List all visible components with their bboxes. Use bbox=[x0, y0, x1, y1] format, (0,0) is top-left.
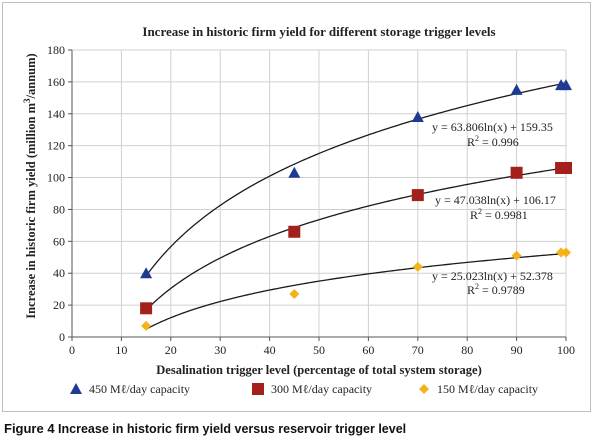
data-points bbox=[140, 79, 572, 331]
r-squared-label: R2 = 0.996 bbox=[467, 134, 519, 149]
legend-label: 150 Mℓ/day capacity bbox=[437, 382, 538, 396]
x-tick-label: 60 bbox=[362, 343, 374, 357]
square-marker bbox=[411, 189, 424, 202]
r-squared-sup: 2 bbox=[478, 207, 482, 216]
triangle-marker bbox=[560, 79, 572, 91]
triangle-marker bbox=[510, 83, 523, 95]
r-squared-label: R2 = 0.9981 bbox=[470, 207, 528, 222]
triangle-marker bbox=[288, 166, 301, 178]
chart: Increase in historic firm yield for diff… bbox=[22, 24, 575, 396]
legend: 450 Mℓ/day capacity 300 Mℓ/day capacity 15… bbox=[70, 382, 538, 396]
y-tick-label: 180 bbox=[47, 43, 65, 57]
diamond-marker bbox=[412, 261, 423, 272]
diamond-marker bbox=[289, 288, 300, 299]
triangle-marker bbox=[411, 110, 424, 122]
x-tick-label: 40 bbox=[264, 343, 276, 357]
caption-text: Increase in historic firm yield versus r… bbox=[54, 422, 407, 436]
x-axis-title: Desalination trigger level (percentage o… bbox=[156, 363, 482, 377]
square-marker bbox=[288, 225, 301, 238]
x-tick-label: 70 bbox=[412, 343, 424, 357]
x-tick-label: 80 bbox=[461, 343, 473, 357]
figure-caption: Figure 4 Increase in historic firm yield… bbox=[4, 421, 406, 436]
square-marker bbox=[510, 166, 523, 179]
y-tick-label: 120 bbox=[47, 139, 65, 153]
x-tick-label: 90 bbox=[511, 343, 523, 357]
trend-equation: y = 25.023ln(x) + 52.378 bbox=[432, 269, 553, 283]
square-marker bbox=[560, 161, 572, 174]
y-axis-title: Increase in historic firm yield (million… bbox=[22, 53, 38, 318]
trend-equation: y = 47.038ln(x) + 106.17 bbox=[435, 193, 556, 207]
r-squared-symbol: R bbox=[467, 283, 475, 297]
diamond-marker bbox=[561, 247, 571, 258]
r-squared-symbol: R bbox=[467, 135, 475, 149]
square-marker bbox=[252, 383, 264, 395]
trendline bbox=[145, 252, 567, 330]
x-tick-label: 10 bbox=[115, 343, 127, 357]
legend-item: 450 Mℓ/day capacity bbox=[70, 382, 190, 396]
triangle-marker bbox=[70, 383, 82, 394]
y-axis-title-main: Increase in historic firm yield (million… bbox=[24, 102, 38, 318]
y-tick-label: 0 bbox=[59, 330, 65, 344]
r-squared-sup: 2 bbox=[475, 134, 479, 143]
y-tick-label: 20 bbox=[53, 298, 65, 312]
diamond-marker bbox=[419, 384, 429, 394]
y-tick-label: 140 bbox=[47, 107, 65, 121]
triangle-marker bbox=[140, 267, 153, 279]
y-axis-title-end: /annum) bbox=[24, 53, 38, 99]
y-tick-label: 60 bbox=[53, 234, 65, 248]
x-tick-label: 20 bbox=[165, 343, 177, 357]
x-tick-label: 50 bbox=[313, 343, 325, 357]
r-squared-value: = 0.9981 bbox=[482, 208, 528, 222]
diamond-marker bbox=[141, 320, 152, 331]
caption-label: Figure 4 bbox=[4, 421, 55, 436]
figure-frame bbox=[2, 2, 591, 412]
y-tick-label: 80 bbox=[53, 202, 65, 216]
y-axis-title-sup: 3 bbox=[22, 98, 32, 103]
y-tick-label: 160 bbox=[47, 75, 65, 89]
r-squared-symbol: R bbox=[470, 208, 478, 222]
legend-label: 300 Mℓ/day capacity bbox=[271, 382, 372, 396]
diamond-marker bbox=[511, 250, 522, 261]
r-squared-sup: 2 bbox=[475, 282, 479, 291]
x-tick-label: 0 bbox=[69, 343, 75, 357]
y-tick-label: 40 bbox=[53, 266, 65, 280]
axes: 0 20 40 60 80 100 120 140 160 180 0 10 20 30 40 50 60 70 8… bbox=[47, 43, 575, 357]
legend-label: 450 Mℓ/day capacity bbox=[89, 382, 190, 396]
trendlines bbox=[145, 82, 567, 330]
trendline bbox=[145, 82, 567, 277]
r-squared-label: R2 = 0.9789 bbox=[467, 282, 525, 297]
y-tick-label: 100 bbox=[47, 171, 65, 185]
r-squared-value: = 0.996 bbox=[479, 135, 519, 149]
x-tick-label: 100 bbox=[557, 343, 575, 357]
trendline bbox=[145, 167, 567, 311]
x-tick-label: 30 bbox=[214, 343, 226, 357]
square-marker bbox=[140, 302, 153, 315]
chart-title: Increase in historic firm yield for diff… bbox=[142, 24, 495, 39]
r-squared-value: = 0.9789 bbox=[479, 283, 525, 297]
gridlines bbox=[72, 49, 567, 337]
legend-item: 150 Mℓ/day capacity bbox=[419, 382, 538, 396]
trend-equation: y = 63.806ln(x) + 159.35 bbox=[432, 120, 553, 134]
legend-item: 300 Mℓ/day capacity bbox=[252, 382, 372, 396]
